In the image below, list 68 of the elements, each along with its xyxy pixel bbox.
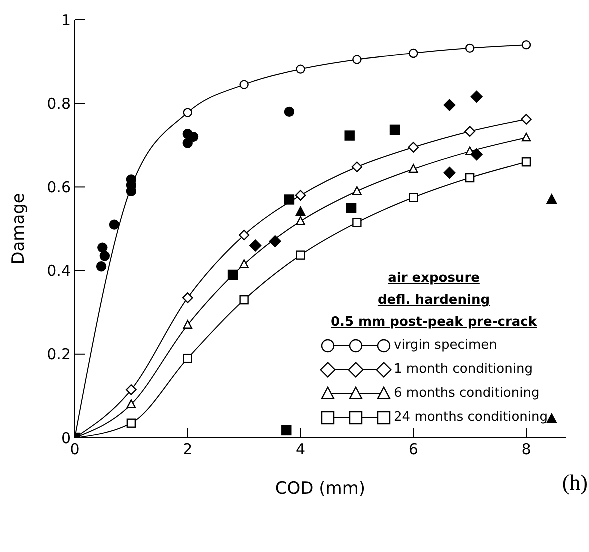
x-tick-label: 4 [296, 440, 306, 459]
point [250, 240, 262, 252]
point [352, 162, 363, 173]
point [346, 203, 357, 214]
point [409, 164, 418, 174]
point [188, 132, 199, 142]
point [444, 166, 456, 179]
point [465, 173, 475, 183]
legend-label: virgin specimen [394, 337, 498, 355]
point [296, 216, 306, 226]
point [444, 99, 456, 112]
point [240, 295, 249, 305]
y-tick-label: 0.4 [47, 262, 71, 280]
point [126, 384, 137, 396]
point [284, 194, 295, 205]
point [183, 108, 192, 118]
point [352, 55, 362, 64]
point [269, 236, 282, 248]
point [296, 250, 306, 260]
point [344, 130, 355, 141]
point [464, 126, 476, 138]
point [409, 48, 418, 58]
point [96, 262, 107, 272]
y-tick-label: 0.8 [47, 94, 71, 113]
point [240, 260, 249, 268]
y-axis-title: Damage [9, 193, 30, 265]
point [521, 114, 532, 125]
y-tick-label: 1 [61, 11, 71, 30]
point [100, 251, 110, 262]
x-tick-label: 8 [522, 440, 532, 459]
y-tick-label: 0.2 [47, 346, 71, 364]
point [522, 40, 532, 50]
point [238, 230, 250, 241]
legend-label: 1 month conditioning [394, 361, 533, 379]
point [183, 354, 192, 364]
point [465, 44, 475, 54]
point [98, 242, 108, 253]
point [352, 186, 362, 196]
legend-label: 6 months conditioning [394, 385, 540, 403]
point [470, 90, 483, 103]
point [284, 106, 295, 118]
x-tick-label: 2 [183, 440, 193, 459]
x-tick-label: 6 [408, 440, 418, 459]
point [409, 193, 418, 202]
text: (h) [562, 470, 588, 496]
point [390, 124, 400, 136]
point [126, 418, 136, 428]
point [546, 414, 557, 424]
point [282, 425, 292, 436]
point [408, 142, 420, 153]
legend-label: 24 months conditioning [394, 409, 548, 427]
point [295, 190, 306, 201]
point [522, 158, 532, 167]
point [546, 194, 557, 204]
point [470, 148, 483, 161]
point [522, 132, 532, 142]
point [183, 320, 192, 329]
point [296, 206, 306, 216]
x-axis-title: COD (mm) [275, 479, 366, 499]
point [109, 220, 120, 230]
y-tick-label: 0.6 [47, 178, 71, 197]
point [126, 400, 136, 408]
point [296, 64, 306, 74]
point [352, 218, 362, 228]
point [182, 292, 194, 304]
y-tick-label: 0 [61, 429, 71, 448]
point [228, 270, 238, 280]
point [240, 80, 249, 90]
